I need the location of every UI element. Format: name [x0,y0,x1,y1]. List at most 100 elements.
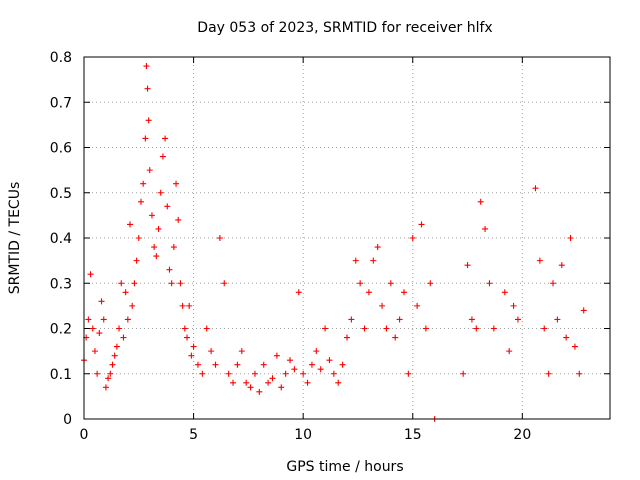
data-point [91,348,98,355]
data-point [225,370,232,377]
data-point [501,289,508,296]
data-point [107,370,114,377]
data-point [105,375,112,382]
data-point [322,325,329,332]
x-tick-label: 0 [80,427,89,443]
data-point [414,302,421,309]
data-point [98,298,105,305]
data-point [145,117,152,124]
data-point [554,316,561,323]
data-point [157,189,164,196]
data-point [212,361,219,368]
y-axis-title: SRMTID / TECUs [7,182,23,295]
data-point [131,280,138,287]
data-point [168,280,175,287]
data-point [188,352,195,359]
data-point [100,316,107,323]
data-point [464,262,471,269]
data-point [151,244,158,251]
data-point [473,325,480,332]
data-point [383,325,390,332]
data-point [137,198,144,205]
data-point [148,212,155,219]
data-point [162,135,169,142]
data-point [144,85,151,92]
y-tick-label: 0.6 [50,141,72,157]
data-point [326,357,333,364]
data-point [361,325,368,332]
data-point [278,384,285,391]
data-point [260,361,267,368]
x-tick-label: 20 [513,427,531,443]
data-point [135,235,142,241]
grid [84,57,610,419]
data-point [335,379,342,386]
data-point [291,366,298,373]
data-point [571,343,578,350]
data-point [468,316,475,323]
data-point [179,302,186,309]
data-point [295,289,302,296]
data-point [532,185,539,192]
data-point [339,361,346,368]
data-point [422,325,429,332]
data-point [265,379,272,386]
plot-frame [83,56,611,420]
data-point [550,280,557,287]
data-point [269,375,276,382]
data-point [300,370,307,377]
data-point [304,379,311,386]
data-point [143,63,150,70]
data-point [85,316,92,323]
data-point [273,352,280,359]
data-point [170,244,177,251]
data-point [576,370,583,377]
data-point [96,330,103,337]
data-point [234,361,241,368]
data-point [514,316,521,323]
data-point [203,325,210,332]
data-point [541,325,548,332]
data-point [308,361,315,368]
data-point [317,366,324,373]
x-axis-title: GPS time / hours [286,459,403,475]
data-point [155,225,162,232]
data-point [87,271,94,278]
chart-title: Day 053 of 2023, SRMTID for receiver hlf… [197,20,492,36]
data-point [122,289,129,296]
data-point [116,325,123,332]
data-point [173,180,180,187]
data-point [536,257,543,264]
data-point [510,302,517,309]
data-point [460,370,467,377]
data-point [400,289,407,296]
x-tick-label: 10 [294,427,312,443]
data-point [120,334,127,341]
data-point [374,244,381,251]
data-point [140,180,147,187]
data-point [216,235,223,241]
data-point [133,257,140,264]
data-point [490,325,497,332]
data-point [177,280,184,287]
y-tick-label: 0.7 [50,95,72,111]
data-point [243,379,250,386]
data-point [113,343,120,350]
data-point [365,289,372,296]
y-tick-label: 0.8 [50,50,72,66]
data-point [146,167,153,174]
data-point [164,203,171,210]
data-point [118,280,125,287]
data-point [111,352,118,359]
data-point [127,221,134,228]
data-point [230,379,237,386]
data-point [89,325,96,332]
data-point [580,307,587,314]
data-point [94,370,101,377]
data-point [251,370,258,377]
data-point [129,302,136,309]
y-tick-label: 0.4 [50,231,72,247]
y-tick-label: 0.2 [50,322,72,338]
data-point [387,280,394,287]
